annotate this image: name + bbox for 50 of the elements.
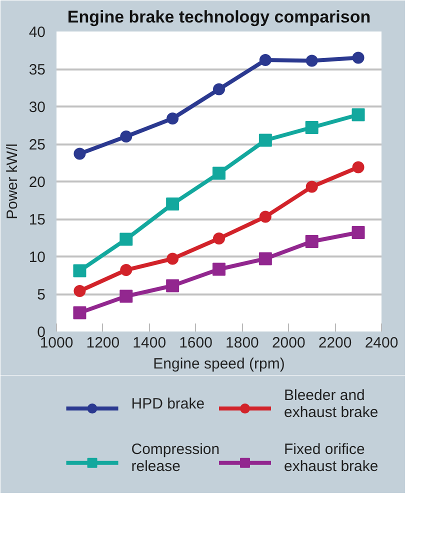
- point: [120, 264, 132, 276]
- point: [259, 54, 272, 66]
- legend-label: Fixed orifice exhaust brake: [284, 441, 378, 476]
- y-tick-label: 5: [37, 286, 46, 304]
- legend-label: Bleeder and exhaust brake: [284, 386, 378, 421]
- point: [166, 112, 179, 124]
- point: [166, 279, 180, 292]
- point: [258, 134, 272, 147]
- point: [120, 232, 133, 246]
- point: [306, 180, 318, 193]
- x-tick-label: 1600: [179, 334, 212, 352]
- y-tick-label: 15: [28, 212, 46, 228]
- point: [73, 264, 86, 278]
- x-tick-label: 2400: [364, 334, 398, 352]
- point: [352, 108, 365, 122]
- y-tick-label: 35: [28, 62, 46, 78]
- point: [305, 235, 318, 248]
- x-tick-label: 1200: [86, 334, 120, 352]
- y-tick-label: 20: [28, 174, 46, 191]
- point: [259, 210, 272, 223]
- y-tick-label: 25: [28, 136, 46, 154]
- x-tick-label: 2200: [318, 334, 352, 352]
- point: [166, 198, 180, 210]
- point: [166, 252, 179, 265]
- point: [74, 285, 86, 297]
- point: [352, 52, 364, 64]
- point: [352, 226, 365, 239]
- x-tick-label: 1400: [132, 334, 166, 352]
- legend-label: HPD brake: [131, 395, 205, 412]
- point: [258, 252, 272, 266]
- x-tick-label: 1800: [226, 334, 259, 352]
- y-tick-label: 40: [28, 24, 46, 41]
- y-tick-label: 10: [28, 249, 46, 266]
- point: [73, 306, 86, 320]
- chart-title: Engine brake technology comparison: [67, 8, 371, 26]
- point: [306, 54, 318, 67]
- legend-label: Compression release: [131, 441, 220, 476]
- point: [305, 121, 318, 134]
- x-tick-label: 2000: [272, 334, 306, 352]
- y-axis-title: Power kW/l: [4, 144, 21, 220]
- point: [212, 166, 226, 180]
- point: [352, 161, 364, 174]
- point: [120, 290, 133, 303]
- point: [120, 130, 132, 142]
- x-axis-title: Engine speed (rpm): [153, 356, 285, 372]
- point: [74, 148, 86, 160]
- point: [213, 83, 225, 96]
- point: [213, 232, 225, 244]
- point: [212, 262, 226, 276]
- y-tick-label: 30: [28, 99, 46, 116]
